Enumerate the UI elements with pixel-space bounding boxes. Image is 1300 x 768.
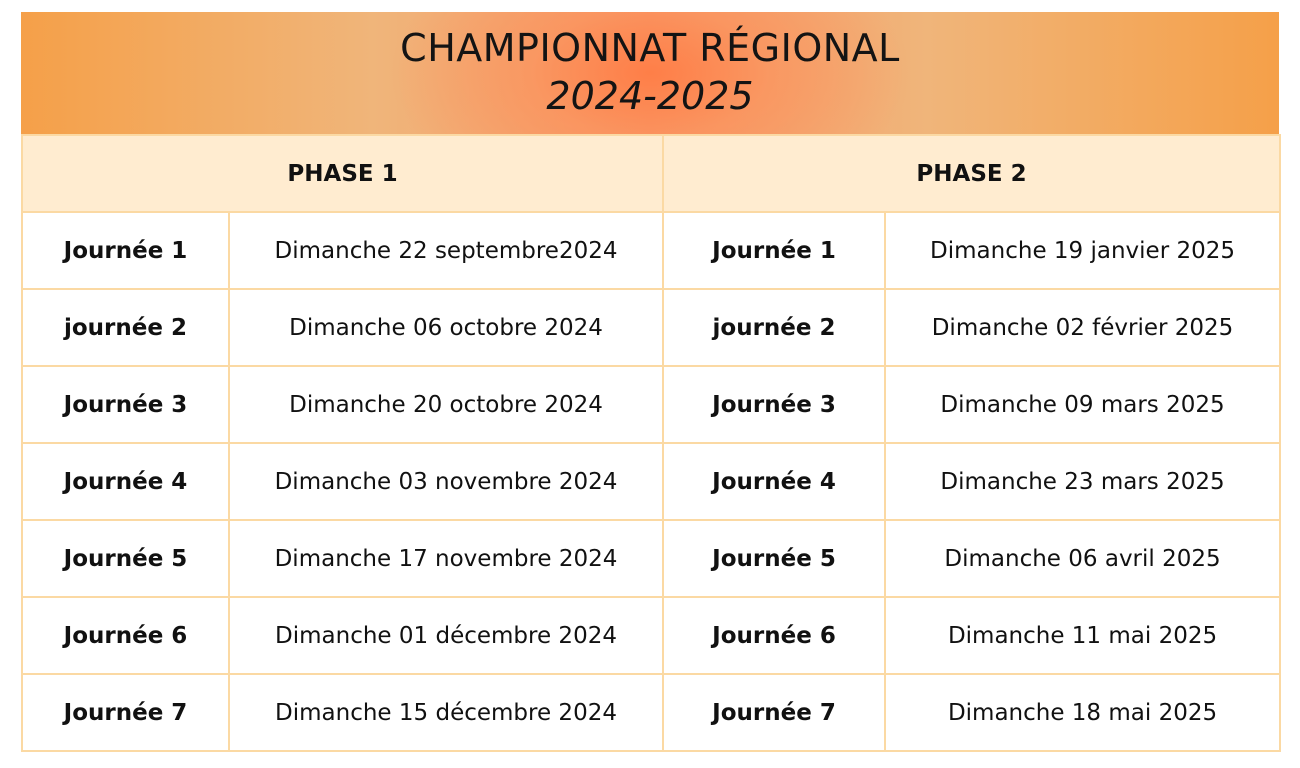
phase-2-day-label: Journée 3 — [662, 365, 887, 444]
table-row: journée 2 Dimanche 06 octobre 2024 journ… — [21, 288, 1282, 367]
phase-1-day-label: Journée 3 — [21, 365, 230, 444]
phase-2-day-label: Journée 5 — [662, 519, 887, 598]
phase-2-date: Dimanche 02 février 2025 — [884, 288, 1282, 367]
phase-1-header: PHASE 1 — [20, 134, 665, 213]
phase-2-day-label: Journée 6 — [662, 596, 887, 675]
table-row: Journée 3 Dimanche 20 octobre 2024 Journ… — [21, 365, 1282, 444]
phase-2-day-label: Journée 1 — [662, 211, 887, 290]
table-row: Journée 7 Dimanche 15 décembre 2024 Jour… — [21, 673, 1282, 752]
season-year: 2024-2025 — [546, 74, 754, 118]
schedule-sheet: CHAMPIONNAT RÉGIONAL 2024-2025 PHASE 1 P… — [20, 12, 1282, 754]
phase-1-day-label: Journée 5 — [21, 519, 230, 598]
phase-1-day-label: Journée 6 — [21, 596, 230, 675]
phase-1-day-label: journée 2 — [21, 288, 230, 367]
phase-2-date: Dimanche 06 avril 2025 — [884, 519, 1282, 598]
page-title: CHAMPIONNAT RÉGIONAL — [400, 26, 900, 70]
phase-2-date: Dimanche 18 mai 2025 — [884, 673, 1282, 752]
phase-2-day-label: journée 2 — [662, 288, 887, 367]
phase-2-date: Dimanche 11 mai 2025 — [884, 596, 1282, 675]
table-row: Journée 1 Dimanche 22 septembre2024 Jour… — [21, 211, 1282, 290]
phase-2-day-label: Journée 7 — [662, 673, 887, 752]
table-row: Journée 6 Dimanche 01 décembre 2024 Jour… — [21, 596, 1282, 675]
phase-2-date: Dimanche 09 mars 2025 — [884, 365, 1282, 444]
phase-header-row: PHASE 1 PHASE 2 — [20, 134, 1282, 213]
phase-1-date: Dimanche 20 octobre 2024 — [227, 365, 665, 444]
phase-1-day-label: Journée 7 — [21, 673, 230, 752]
phase-2-date: Dimanche 19 janvier 2025 — [884, 211, 1282, 290]
phase-1-date: Dimanche 17 novembre 2024 — [227, 519, 665, 598]
phase-1-day-label: Journée 1 — [21, 211, 230, 290]
phase-1-date: Dimanche 15 décembre 2024 — [227, 673, 665, 752]
phase-1-date: Dimanche 01 décembre 2024 — [227, 596, 665, 675]
phase-1-date: Dimanche 22 septembre2024 — [227, 211, 665, 290]
phase-1-date: Dimanche 06 octobre 2024 — [227, 288, 665, 367]
schedule-table: PHASE 1 PHASE 2 Journée 1 Dimanche 22 se… — [20, 134, 1282, 752]
title-banner: CHAMPIONNAT RÉGIONAL 2024-2025 — [21, 12, 1279, 134]
table-row: Journée 5 Dimanche 17 novembre 2024 Jour… — [21, 519, 1282, 598]
phase-2-header: PHASE 2 — [662, 134, 1282, 213]
phase-1-day-label: Journée 4 — [21, 442, 230, 521]
table-row: Journée 4 Dimanche 03 novembre 2024 Jour… — [21, 442, 1282, 521]
phase-1-date: Dimanche 03 novembre 2024 — [227, 442, 665, 521]
phase-2-day-label: Journée 4 — [662, 442, 887, 521]
phase-2-date: Dimanche 23 mars 2025 — [884, 442, 1282, 521]
